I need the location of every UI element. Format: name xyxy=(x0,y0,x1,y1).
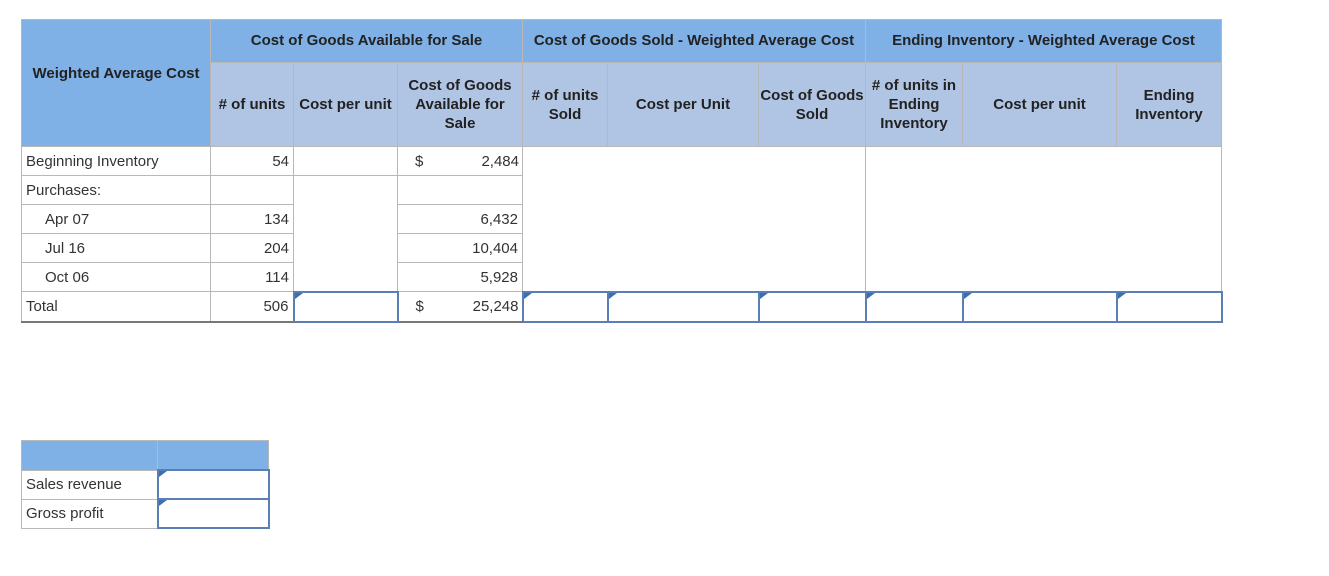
col-header-ending-inventory: Ending Inventory xyxy=(1116,62,1222,147)
units-ending-input[interactable] xyxy=(864,290,964,323)
table-row: Apr 07 134 6,432 xyxy=(21,204,1222,234)
col-header-cost-per-unit: Cost per unit xyxy=(293,62,398,147)
total-cost-per-unit-input[interactable] xyxy=(292,290,399,323)
gross-profit-input[interactable] xyxy=(156,498,270,529)
units-sold-input[interactable] xyxy=(521,290,609,323)
table-row: Beginning Inventory 54 $2,484 xyxy=(21,146,1222,292)
group-header-cogs: Cost of Goods Sold - Weighted Average Co… xyxy=(522,19,866,63)
cost-value: 2,484 xyxy=(481,152,519,170)
sales-revenue-label: Sales revenue xyxy=(21,469,158,500)
table-row: Jul 16 204 10,404 xyxy=(21,233,1222,263)
currency-symbol: $ xyxy=(415,152,424,170)
cost-cell: 5,928 xyxy=(397,262,523,292)
row-label: Total xyxy=(21,291,211,323)
cost-value: 25,248 xyxy=(472,297,519,315)
profit-summary-table: Sales revenue Gross profit xyxy=(21,440,270,529)
row-label: Purchases: xyxy=(21,175,211,205)
currency-symbol: $ xyxy=(415,297,424,315)
col-header-units-ending: # of units in Ending Inventory xyxy=(865,62,963,147)
table-row: Purchases: xyxy=(21,175,1222,292)
sales-revenue-input[interactable] xyxy=(156,469,270,500)
col-header-ending-cost-per-unit: Cost per unit xyxy=(962,62,1117,147)
cost-per-unit-empty xyxy=(293,175,398,292)
cogs-cost-per-unit-input[interactable] xyxy=(606,290,760,323)
summary-header-value xyxy=(157,440,269,471)
cogs-empty-area xyxy=(522,146,866,292)
units-cell xyxy=(210,175,294,205)
cost-cell xyxy=(397,175,523,205)
summary-header-label xyxy=(21,440,158,471)
row-label: Apr 07 xyxy=(21,204,211,234)
cost-per-unit-cell xyxy=(293,146,398,176)
cost-cell: $25,248 xyxy=(397,291,523,323)
cost-cell: 6,432 xyxy=(397,204,523,234)
col-header-cogs-cost-per-unit: Cost per Unit xyxy=(607,62,759,147)
col-header-units: # of units xyxy=(210,62,294,147)
units-cell: 204 xyxy=(210,233,294,263)
units-cell: 54 xyxy=(210,146,294,176)
table-row: Gross profit xyxy=(21,498,270,529)
col-header-cogs-total: Cost of Goods Sold xyxy=(758,62,866,147)
row-label: Beginning Inventory xyxy=(21,146,211,176)
row-label: Jul 16 xyxy=(21,233,211,263)
cost-cell: $2,484 xyxy=(397,146,523,176)
row-label: Oct 06 xyxy=(21,262,211,292)
units-cell: 134 xyxy=(210,204,294,234)
group-header-ending: Ending Inventory - Weighted Average Cost xyxy=(865,19,1222,63)
corner-header: Weighted Average Cost xyxy=(21,19,211,147)
total-row: Total 506 $25,248 xyxy=(21,290,1223,323)
group-header-available: Cost of Goods Available for Sale xyxy=(210,19,523,63)
ending-cost-per-unit-input[interactable] xyxy=(961,290,1118,323)
cogs-total-input[interactable] xyxy=(757,290,867,323)
units-cell: 506 xyxy=(210,291,294,323)
gross-profit-label: Gross profit xyxy=(21,498,158,529)
col-header-units-sold: # of units Sold xyxy=(522,62,608,147)
cost-cell: 10,404 xyxy=(397,233,523,263)
weighted-average-table: Weighted Average Cost Cost of Goods Avai… xyxy=(21,19,1223,323)
units-cell: 114 xyxy=(210,262,294,292)
col-header-cost-available: Cost of Goods Available for Sale xyxy=(397,62,523,147)
table-row: Sales revenue xyxy=(21,469,270,500)
ending-inventory-input[interactable] xyxy=(1115,290,1223,323)
ending-empty-area xyxy=(865,146,1222,292)
